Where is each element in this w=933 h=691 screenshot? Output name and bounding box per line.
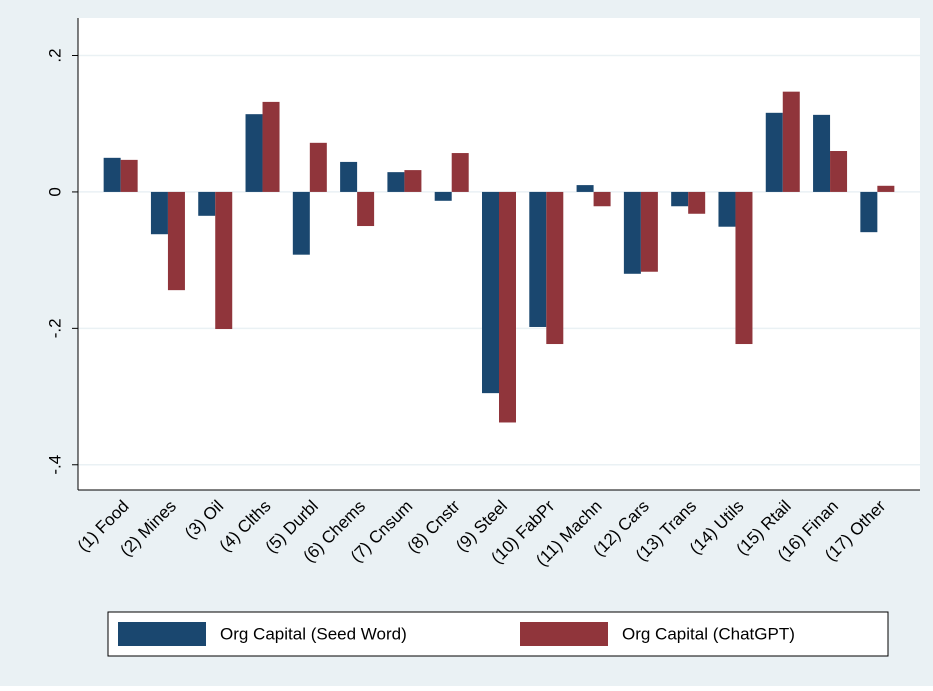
bar — [150, 191, 168, 235]
y-tick-label: -.2 — [45, 318, 64, 338]
bar — [860, 191, 878, 233]
bar — [451, 153, 469, 192]
bar — [340, 161, 358, 192]
bar — [718, 191, 736, 227]
bar — [735, 191, 753, 345]
bar — [671, 191, 689, 207]
legend — [107, 611, 889, 657]
bar — [830, 151, 848, 192]
bar — [120, 159, 138, 192]
bar — [215, 191, 233, 330]
bar — [529, 191, 547, 327]
bar — [387, 172, 405, 192]
bar — [688, 191, 706, 214]
bar — [640, 191, 658, 272]
bar — [877, 185, 895, 192]
y-tick-label: -.4 — [45, 455, 64, 475]
legend-swatch — [118, 622, 206, 646]
bar — [262, 101, 280, 192]
bar — [434, 191, 452, 201]
bar — [482, 191, 499, 394]
y-tick-label: 0 — [45, 187, 64, 196]
bar — [198, 191, 216, 216]
bar — [167, 191, 185, 291]
bar — [357, 191, 375, 227]
bar — [245, 114, 263, 192]
bar — [593, 191, 611, 207]
bar — [499, 191, 516, 423]
bar — [576, 185, 594, 192]
y-tick-label: .2 — [45, 48, 64, 62]
bar — [765, 112, 783, 192]
bar — [103, 157, 121, 192]
legend-label: Org Capital (Seed Word) — [220, 624, 407, 643]
bar — [404, 170, 422, 192]
bar — [292, 191, 310, 255]
bar — [782, 91, 800, 192]
bar — [813, 114, 831, 192]
bar — [623, 191, 641, 274]
legend-swatch — [520, 622, 608, 646]
bar — [546, 191, 564, 345]
bar — [309, 142, 327, 192]
legend-label: Org Capital (ChatGPT) — [622, 624, 795, 643]
